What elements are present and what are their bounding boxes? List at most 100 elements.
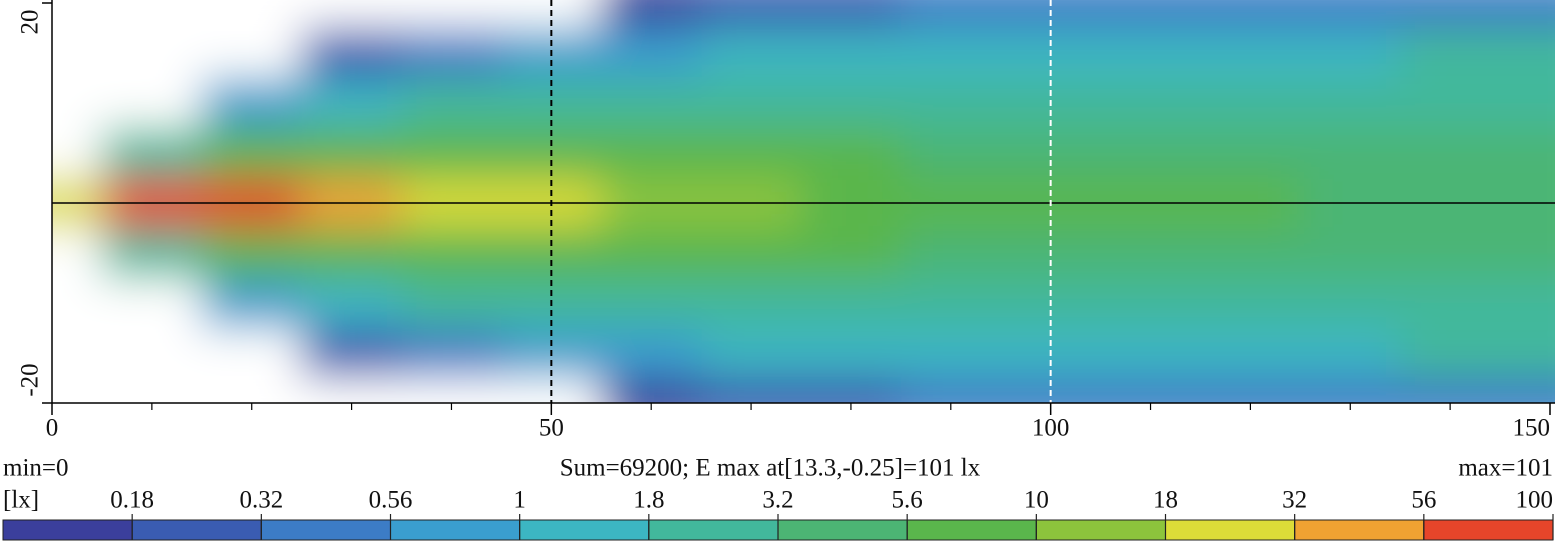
heat-cell	[401, 228, 502, 279]
heat-cell	[801, 28, 902, 79]
heat-cell	[52, 378, 103, 403]
heat-cell	[1200, 128, 1301, 179]
heat-cell	[1500, 0, 1555, 29]
heat-cell	[201, 0, 303, 29]
colorbar-tick-label: 3.2	[762, 487, 793, 514]
max-label: max=101	[1458, 455, 1553, 482]
heat-cell	[52, 28, 103, 79]
summary-label: Sum=69200; E max at[13.3,-0.25]=101 lx	[560, 455, 981, 482]
heat-cell	[1200, 278, 1301, 329]
heat-cell	[1300, 228, 1401, 279]
heat-cell	[1300, 328, 1401, 379]
heat-cell	[1300, 28, 1401, 79]
heat-cell	[1200, 328, 1301, 379]
heat-cell	[900, 28, 1002, 79]
y-tick-label: -20	[17, 363, 44, 396]
colorbar-swatch	[519, 519, 650, 541]
heat-cell	[201, 378, 303, 403]
min-label: min=0	[3, 455, 69, 482]
colorbar-tick-label: 56	[1411, 487, 1436, 514]
x-tick-label: 100	[1032, 415, 1070, 442]
heat-cell	[1200, 0, 1301, 29]
heat-cell	[101, 0, 203, 29]
heat-cell	[1300, 128, 1401, 179]
heat-cell	[1500, 328, 1555, 379]
heat-cell	[52, 0, 103, 29]
heat-cell	[601, 228, 702, 279]
heat-cell	[701, 328, 802, 379]
heat-cell	[1400, 28, 1501, 79]
heat-cell	[1200, 378, 1301, 403]
heat-cell	[52, 228, 103, 279]
colorbar-swatch	[1165, 519, 1296, 541]
colorbar-tick-label: 1	[513, 487, 526, 514]
colorbar-swatch	[648, 519, 779, 541]
heat-cell	[1500, 278, 1555, 329]
heat-cell	[301, 128, 403, 179]
heat-cell	[1400, 328, 1501, 379]
heat-cell	[301, 0, 403, 29]
colorbar-swatch	[1423, 519, 1554, 541]
heat-cell	[101, 78, 203, 129]
heat-cell	[301, 78, 403, 129]
heat-cell	[701, 0, 802, 29]
colorbar-tick-label: 0.18	[110, 487, 154, 514]
colorbar-swatch	[906, 519, 1037, 541]
colorbar-swatch	[260, 519, 392, 541]
heat-cell	[101, 128, 203, 179]
heat-cell	[201, 78, 303, 129]
y-tick-label: 20	[17, 10, 44, 35]
heat-cell	[701, 228, 802, 279]
heat-cell	[1300, 278, 1401, 329]
heat-cell	[301, 378, 403, 403]
overlay	[51, 0, 1555, 404]
heat-cell	[401, 78, 502, 129]
heat-cell	[900, 328, 1002, 379]
heat-cell	[601, 128, 702, 179]
heat-cell	[801, 228, 902, 279]
heat-cell	[1200, 228, 1301, 279]
heat-cell	[101, 278, 203, 329]
heat-cell	[401, 0, 502, 29]
heat-cell	[401, 328, 502, 379]
heat-cell	[701, 378, 802, 403]
heat-cell	[201, 228, 303, 279]
heat-cell	[801, 328, 902, 379]
colorbar-tick-label: 0.56	[369, 487, 413, 514]
colorbar-tick-label: 5.6	[892, 487, 923, 514]
heat-cell	[801, 128, 902, 179]
colorbar-swatch	[1294, 519, 1425, 541]
heatmap	[52, 0, 1555, 403]
heat-cell	[801, 278, 902, 329]
colorbar-swatch	[1035, 519, 1167, 541]
colorbar-tick-label: 1.8	[633, 487, 664, 514]
heat-cell	[900, 128, 1002, 179]
heat-cells	[52, 0, 1555, 403]
heat-cell	[301, 28, 403, 79]
heat-cell	[52, 128, 103, 179]
heat-cell	[101, 28, 203, 79]
heat-cell	[701, 128, 802, 179]
heat-cell	[900, 378, 1002, 403]
heat-cell	[1100, 78, 1201, 129]
heat-cell	[1400, 78, 1501, 129]
x-tick-label: 150	[1513, 415, 1551, 442]
heat-cell	[1100, 228, 1201, 279]
heat-cell	[1200, 28, 1301, 79]
heat-cell	[801, 378, 902, 403]
heat-cell	[101, 328, 203, 379]
heat-cell	[1500, 378, 1555, 403]
heat-cell	[1200, 78, 1301, 129]
colorbar-swatch	[2, 519, 133, 541]
heat-cell	[301, 228, 403, 279]
heat-cell	[1100, 328, 1201, 379]
heat-cell	[601, 0, 702, 29]
colorbar-swatch	[390, 519, 521, 541]
heat-cell	[1500, 78, 1555, 129]
heat-cell	[101, 378, 203, 403]
heat-cell	[1100, 378, 1201, 403]
heat-cell	[101, 228, 203, 279]
heat-cell	[701, 78, 802, 129]
